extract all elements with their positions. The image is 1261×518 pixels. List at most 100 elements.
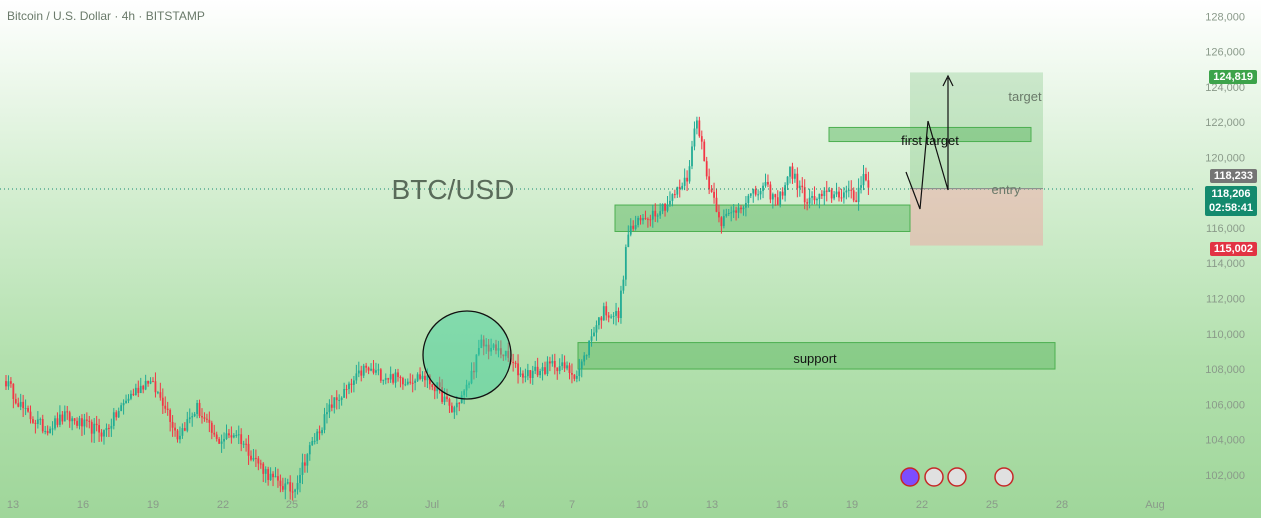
candle-body	[63, 411, 66, 422]
candle-body	[426, 375, 429, 381]
candle-body	[269, 473, 272, 480]
candle-body	[500, 348, 502, 355]
candle-body	[78, 418, 81, 426]
candle-body	[843, 192, 845, 198]
event-icon[interactable]	[900, 467, 920, 487]
candle-body	[27, 408, 29, 412]
candle-body	[639, 217, 642, 221]
x-tick-label: 13	[7, 499, 19, 511]
candle-body	[718, 211, 720, 218]
candle-body	[779, 191, 782, 205]
us-flag-icon[interactable]	[947, 467, 967, 487]
candle-body	[720, 217, 723, 227]
candle-body	[174, 427, 176, 431]
candle-body	[803, 187, 806, 203]
candle-body	[12, 383, 15, 400]
candle-body	[186, 419, 189, 431]
candle-body	[703, 141, 706, 162]
candle-body	[353, 380, 355, 385]
y-tick-label: 120,000	[1205, 152, 1245, 164]
x-tick-label: 19	[147, 499, 159, 511]
candle-body	[220, 441, 223, 444]
candle-body	[208, 419, 211, 423]
bar-countdown-label: 02:58:41	[1208, 202, 1253, 214]
y-tick-label: 110,000	[1206, 329, 1245, 341]
candle-body	[627, 234, 630, 248]
candle-body	[88, 420, 91, 422]
candle-body	[414, 380, 417, 383]
x-tick-label: 4	[499, 499, 505, 511]
candle-body	[568, 365, 571, 373]
candle-body	[304, 462, 306, 466]
candle-body	[629, 225, 632, 235]
candle-body	[81, 418, 83, 427]
candle-body	[311, 441, 314, 446]
candle-body	[176, 430, 179, 440]
candle-body	[578, 368, 581, 377]
candle-body	[73, 418, 76, 421]
consolidation-zone[interactable]	[614, 204, 911, 232]
candle-body	[519, 373, 522, 376]
candle-body	[546, 361, 549, 374]
candle-body	[262, 463, 265, 474]
x-tick-label: 28	[356, 499, 368, 511]
chart-title: BTC/USD	[392, 174, 515, 205]
candle-body	[676, 186, 679, 195]
candle-body	[235, 435, 238, 437]
candle-body	[776, 197, 779, 205]
candle-body	[419, 374, 421, 379]
candle-body	[409, 381, 412, 383]
x-tick-label: 19	[846, 499, 858, 511]
candle-body	[789, 166, 791, 177]
candle-body	[83, 419, 86, 427]
candle-body	[306, 454, 309, 466]
candle-body	[201, 416, 203, 418]
candle-body	[571, 372, 573, 375]
support-zone[interactable]	[577, 342, 1056, 370]
candle-body	[446, 396, 448, 400]
candle-body	[617, 310, 620, 319]
candle-body	[556, 367, 559, 372]
candle-body	[468, 383, 470, 385]
candle-body	[485, 344, 488, 347]
candle-body	[181, 428, 184, 436]
candle-body	[281, 486, 284, 490]
candle-body	[693, 128, 696, 147]
candle-body	[575, 376, 578, 379]
candle-body	[19, 401, 22, 407]
candle-body	[671, 194, 674, 201]
candle-body	[852, 190, 855, 201]
candle-body	[54, 418, 56, 429]
candle-body	[566, 365, 568, 369]
candle-body	[379, 369, 382, 381]
candle-body	[438, 382, 441, 388]
us-flag-icon[interactable]	[994, 467, 1014, 487]
candle-body	[512, 361, 515, 363]
us-flag-icon[interactable]	[924, 467, 944, 487]
candle-body	[357, 370, 360, 374]
candle-body	[742, 207, 745, 210]
candle-body	[240, 434, 243, 445]
candle-body	[580, 361, 583, 369]
candle-body	[159, 392, 162, 398]
candle-body	[862, 173, 865, 186]
candle-body	[296, 483, 299, 490]
candle-body	[470, 370, 473, 384]
candle-body	[218, 438, 221, 444]
candle-body	[622, 279, 625, 291]
candle-body	[193, 413, 196, 417]
candle-body	[404, 384, 407, 386]
candle-body	[551, 360, 554, 364]
candle-body	[813, 196, 816, 201]
candle-body	[328, 404, 331, 413]
candle-body	[534, 366, 537, 371]
candle-body	[289, 482, 292, 492]
candle-body	[198, 402, 201, 417]
candle-body	[284, 483, 287, 490]
highlight-circle[interactable]	[422, 310, 512, 400]
candle-body	[504, 350, 507, 357]
candle-body	[350, 383, 353, 385]
candle-body	[318, 431, 321, 434]
